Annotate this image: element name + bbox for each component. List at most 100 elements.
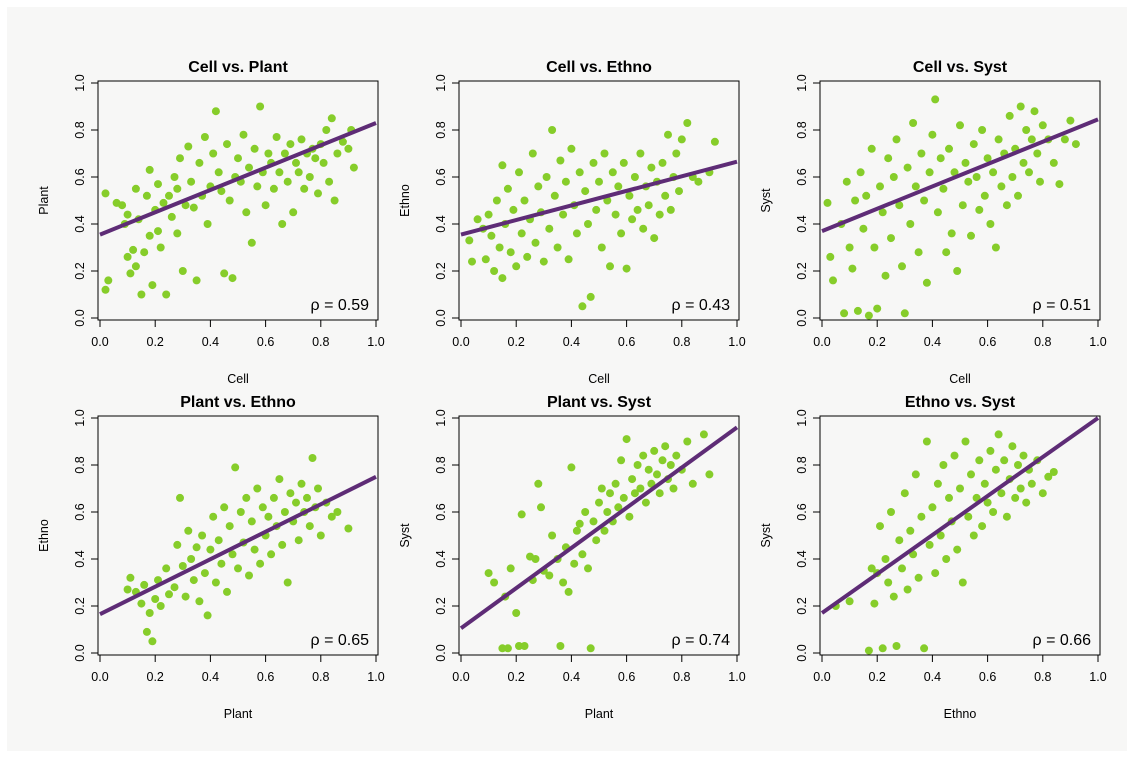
- y-tick-label: 0.0: [795, 309, 809, 326]
- data-point: [344, 144, 353, 153]
- data-point: [495, 243, 504, 252]
- data-point: [862, 191, 871, 200]
- data-point: [245, 571, 253, 580]
- data-point: [234, 154, 242, 163]
- data-point: [881, 555, 890, 563]
- data-point: [699, 430, 708, 439]
- data-point: [986, 446, 995, 455]
- data-point: [553, 243, 562, 252]
- chart-title: Plant vs. Syst: [547, 394, 652, 411]
- x-tick-label: 0.2: [508, 670, 525, 684]
- data-point: [931, 569, 940, 578]
- data-point: [509, 205, 518, 214]
- data-point: [1036, 177, 1044, 186]
- y-tick-label: 0.6: [434, 168, 448, 185]
- data-point: [611, 479, 620, 488]
- x-axis-label: Cell: [949, 372, 971, 386]
- data-point: [239, 130, 248, 139]
- data-point: [1005, 111, 1014, 120]
- data-point: [242, 208, 251, 217]
- data-point: [608, 168, 617, 177]
- data-point: [956, 121, 964, 130]
- data-point: [600, 526, 609, 535]
- data-point: [586, 644, 595, 653]
- x-axis-label: Plant: [224, 707, 253, 721]
- y-tick-label: 1.0: [795, 74, 809, 91]
- y-axis: 0.0 0.2 0.4 0.6 0.8 1.0: [795, 409, 820, 662]
- data-point: [561, 177, 570, 186]
- regression-line: [821, 117, 1099, 233]
- data-point: [636, 484, 645, 493]
- data-point: [498, 274, 507, 283]
- data-point: [325, 177, 334, 186]
- data-point: [961, 158, 970, 167]
- correlation-label: ρ = 0.59: [311, 297, 370, 314]
- x-tick-label: 1.0: [728, 335, 745, 349]
- data-point: [956, 484, 964, 493]
- data-point: [217, 187, 226, 196]
- data-point: [597, 243, 606, 252]
- data-point: [123, 585, 132, 594]
- data-point: [289, 208, 298, 217]
- data-point: [250, 545, 259, 554]
- y-tick-label: 0.0: [795, 644, 809, 661]
- data-point: [203, 220, 212, 228]
- data-point: [939, 461, 948, 469]
- data-point: [523, 252, 532, 261]
- chart-title: Plant vs. Ethno: [180, 394, 296, 411]
- data-point: [1038, 489, 1047, 498]
- data-point: [162, 290, 171, 299]
- data-point: [322, 126, 331, 134]
- data-point: [606, 489, 614, 498]
- data-point: [889, 592, 898, 601]
- y-axis-label: Syst: [759, 523, 773, 548]
- data-point: [211, 107, 220, 116]
- data-point: [705, 470, 714, 479]
- y-tick-label: 1.0: [434, 74, 448, 91]
- data-point: [253, 182, 262, 191]
- y-axis: 0.0 0.2 0.4 0.6 0.8 1.0: [795, 74, 820, 327]
- data-point: [589, 517, 598, 526]
- data-point: [278, 220, 287, 228]
- figure-panel: 0.0 0.2 0.4 0.6 0.8 1.0 0.0 0.2 0.4 0.6 0.8 1.0 Cell…: [7, 7, 1127, 751]
- data-point: [675, 187, 683, 196]
- y-tick-label: 0.0: [434, 309, 448, 326]
- data-point: [311, 154, 320, 163]
- x-tick-label: 0.4: [563, 670, 580, 684]
- data-point: [548, 126, 557, 134]
- data-point: [170, 583, 179, 592]
- data-point: [969, 140, 978, 149]
- data-point: [914, 573, 923, 582]
- data-point: [556, 156, 565, 165]
- x-tick-label: 0.8: [312, 670, 329, 684]
- data-point: [545, 224, 554, 233]
- data-point: [606, 262, 614, 271]
- data-point: [617, 229, 626, 238]
- y-tick-label: 0.8: [434, 456, 448, 473]
- data-point: [104, 276, 113, 285]
- x-axis: 0.0 0.2 0.4 0.6 0.8 1.0: [91, 320, 385, 349]
- x-axis-label: Plant: [585, 707, 614, 721]
- x-tick-label: 1.0: [367, 335, 384, 349]
- data-point: [625, 191, 634, 200]
- y-tick-label: 0.2: [73, 597, 87, 614]
- correlation-label: ρ = 0.74: [672, 632, 731, 649]
- data-point: [137, 599, 146, 608]
- data-point: [498, 644, 507, 653]
- data-point: [195, 158, 204, 167]
- data-point: [644, 201, 653, 210]
- data-point: [264, 149, 273, 158]
- data-point: [283, 578, 292, 587]
- data-point: [473, 215, 482, 224]
- x-tick-label: 0.2: [508, 335, 525, 349]
- data-point: [614, 182, 623, 191]
- data-point: [639, 451, 648, 460]
- x-tick-label: 0.2: [147, 670, 164, 684]
- data-point: [1038, 121, 1047, 130]
- data-point: [578, 550, 587, 559]
- data-point: [245, 163, 253, 172]
- data-point: [950, 168, 959, 177]
- data-point: [572, 526, 581, 535]
- data-point: [931, 95, 940, 104]
- data-point: [903, 163, 912, 172]
